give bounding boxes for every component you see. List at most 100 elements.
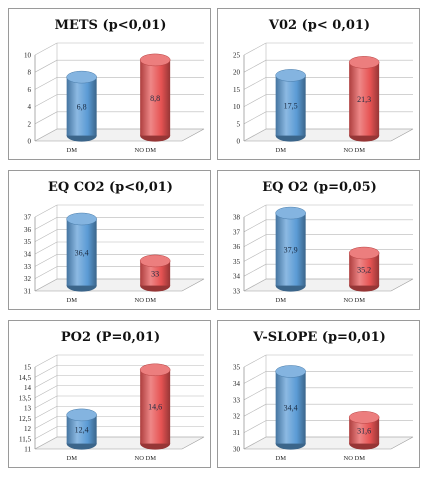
chart-panel-eq-co2: EQ CO2 (p<0,01) 31 32 33 34 35 36 37 36,4 DM 33 NO … — [8, 170, 211, 310]
y-tick-label: 31 — [233, 429, 241, 437]
y-tick-label: 38 — [233, 214, 241, 222]
y-tick-label: 13,5 — [19, 394, 32, 402]
bar-top — [348, 246, 380, 260]
gridline-depth — [243, 77, 267, 90]
data-label: 17,5 — [284, 102, 298, 111]
y-tick-label: 35 — [233, 364, 241, 372]
y-tick-label: 36 — [24, 226, 32, 234]
y-tick-label: 35 — [24, 238, 32, 246]
y-tick-label: 33 — [233, 396, 241, 404]
data-label: 35,2 — [357, 265, 371, 274]
chart-mets: METS (p<0,01) 0 2 4 6 8 10 6,8 DM 8,8 NO DM — [24, 18, 205, 154]
y-tick-label: 37 — [24, 214, 32, 222]
y-tick-label: 33 — [24, 263, 32, 271]
bar — [66, 219, 97, 286]
y-tick-label: 8 — [28, 69, 32, 77]
bar-top — [275, 69, 306, 82]
y-tick-label: 30 — [233, 446, 241, 454]
chart-title: METS (p<0,01) — [55, 18, 167, 33]
category-label: NO DM — [135, 455, 157, 462]
bar — [349, 62, 380, 136]
y-tick-label: 4 — [28, 103, 32, 111]
chart-title: V-SLOPE (p=0,01) — [252, 330, 386, 345]
gridline-depth — [34, 128, 58, 142]
bar — [275, 213, 306, 286]
category-label: NO DM — [135, 297, 157, 304]
chart-panel-vo2: V02 (p< 0,01) 0 5 10 15 20 25 17,5 DM 21,3 NO DM — [217, 8, 420, 160]
chart-panel-mets: METS (p<0,01) 0 2 4 6 8 10 6,8 DM 8,8 NO DM — [8, 8, 211, 160]
gridline-depth — [243, 234, 267, 247]
category-label: NO DM — [135, 147, 157, 154]
bar-top — [66, 408, 97, 422]
chart-title: EQ O2 (p=0,05) — [262, 180, 377, 195]
data-label: 31,6 — [357, 426, 371, 435]
gridline-depth — [243, 263, 267, 277]
category-label: NO DM — [344, 455, 366, 462]
gridline-depth — [243, 387, 267, 401]
y-tick-label: 14,5 — [19, 374, 32, 382]
gridline-depth — [243, 354, 267, 368]
gridline-depth — [34, 217, 58, 230]
y-tick-label: 0 — [28, 138, 32, 146]
y-tick-label: 34 — [233, 380, 241, 388]
data-label: 8,8 — [150, 94, 160, 103]
category-label: DM — [67, 147, 78, 154]
gridline-depth — [34, 395, 58, 409]
gridline-depth — [243, 111, 267, 125]
gridline-depth — [34, 354, 58, 368]
data-label: 14,6 — [148, 403, 162, 412]
category-label: DM — [67, 297, 78, 304]
chart-panel-po2: PO2 (P=0,01) 11 11,5 12 12,5 13 13,5 14 14,5 15 12… — [8, 320, 211, 468]
chart-eq-o2: EQ O2 (p=0,05) 33 34 35 36 37 38 37,9 DM 35,2 NO D… — [233, 180, 414, 304]
y-tick-label: 11 — [24, 446, 31, 454]
gridline-depth — [243, 59, 267, 73]
y-tick-label: 0 — [237, 138, 241, 146]
bar-top — [66, 212, 97, 226]
chart-floor — [243, 128, 414, 142]
chart-v-slope: V-SLOPE (p=0,01) 30 31 32 33 34 35 34,4 DM 31,6 NO… — [233, 330, 414, 462]
y-tick-label: 36 — [233, 243, 241, 251]
y-tick-label: 10 — [24, 52, 32, 60]
bar-top — [348, 411, 380, 424]
y-tick-label: 20 — [233, 69, 241, 77]
category-label: NO DM — [344, 297, 366, 304]
y-tick-label: 15 — [24, 364, 32, 372]
bar — [275, 371, 306, 444]
chart-title: PO2 (P=0,01) — [61, 330, 160, 345]
gridline-depth — [34, 94, 58, 107]
gridline-depth — [34, 254, 58, 267]
category-label: DM — [276, 455, 287, 462]
category-label: DM — [276, 147, 287, 154]
data-label: 21,3 — [357, 95, 371, 104]
chart-panel-v-slope: V-SLOPE (p=0,01) 30 31 32 33 34 35 34,4 DM 31,6 NO… — [217, 320, 420, 468]
gridline-depth — [34, 375, 58, 388]
y-tick-label: 12 — [24, 425, 32, 433]
bar-top — [139, 363, 171, 377]
chart-title: EQ CO2 (p<0,01) — [48, 180, 173, 195]
gridline-depth — [34, 416, 58, 429]
gridline-depth — [34, 266, 58, 279]
gridline-depth — [34, 364, 58, 378]
gridline-depth — [34, 59, 58, 73]
y-tick-label: 10 — [233, 103, 241, 111]
gridline-depth — [243, 128, 267, 142]
y-tick-label: 37 — [233, 228, 241, 236]
data-label: 37,9 — [284, 245, 298, 254]
bar-top — [275, 365, 306, 378]
gridline-depth — [243, 436, 267, 450]
category-label: DM — [67, 455, 78, 462]
y-tick-label: 34 — [233, 273, 241, 281]
gridline-depth — [34, 111, 58, 125]
gridline-depth — [243, 420, 267, 433]
gridline-depth — [34, 241, 58, 255]
category-label: NO DM — [344, 147, 366, 154]
y-tick-label: 2 — [28, 120, 32, 128]
bar-top — [348, 56, 380, 69]
chart-floor — [34, 278, 205, 292]
gridline-depth — [243, 94, 267, 107]
chart-floor — [34, 436, 205, 450]
data-label: 12,4 — [75, 425, 89, 434]
bar-top — [139, 254, 171, 268]
y-tick-label: 5 — [237, 120, 241, 128]
y-tick-label: 34 — [24, 251, 32, 259]
